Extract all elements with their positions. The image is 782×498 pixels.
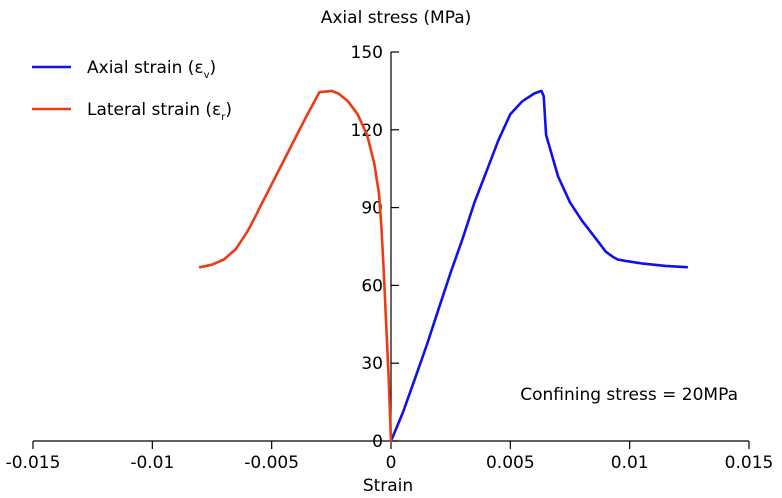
x-axis: -0.015 -0.01 -0.005 0 0.005 0.01 0.015 (6, 440, 774, 473)
series-line-lateral-strain (198, 89, 393, 443)
y-tick-label: 150 (351, 43, 383, 63)
chart-title: Axial stress (MPa) (321, 8, 472, 28)
series-line-axial-strain (389, 89, 689, 443)
x-tick-label: -0.01 (130, 453, 174, 473)
x-tick-label: 0 (386, 453, 397, 473)
legend-item-lateral-strain: Lateral strain (εr) (32, 100, 232, 123)
y-tick-label: 0 (372, 432, 383, 452)
x-tick-label: 0.015 (725, 453, 774, 473)
y-axis: 0 30 60 90 120 150 (351, 43, 399, 452)
y-tick-label: 60 (361, 276, 383, 296)
legend-label-lateral-strain: Lateral strain (εr) (87, 100, 232, 123)
legend-label-axial-strain: Axial strain (εv) (87, 58, 216, 81)
x-tick-label: -0.015 (6, 453, 61, 473)
x-tick-label: 0.01 (611, 453, 649, 473)
x-tick-label: 0.005 (486, 453, 535, 473)
y-tick-label: 30 (361, 354, 383, 374)
y-tick-label: 90 (361, 199, 383, 219)
legend: Axial strain (εv) Lateral strain (εr) (32, 58, 232, 123)
legend-item-axial-strain: Axial strain (εv) (32, 58, 216, 81)
x-tick-label: -0.005 (244, 453, 299, 473)
y-tick-label: 120 (351, 121, 383, 141)
x-axis-label: Strain (363, 476, 413, 496)
confining-stress-annotation: Confining stress = 20MPa (520, 385, 738, 405)
